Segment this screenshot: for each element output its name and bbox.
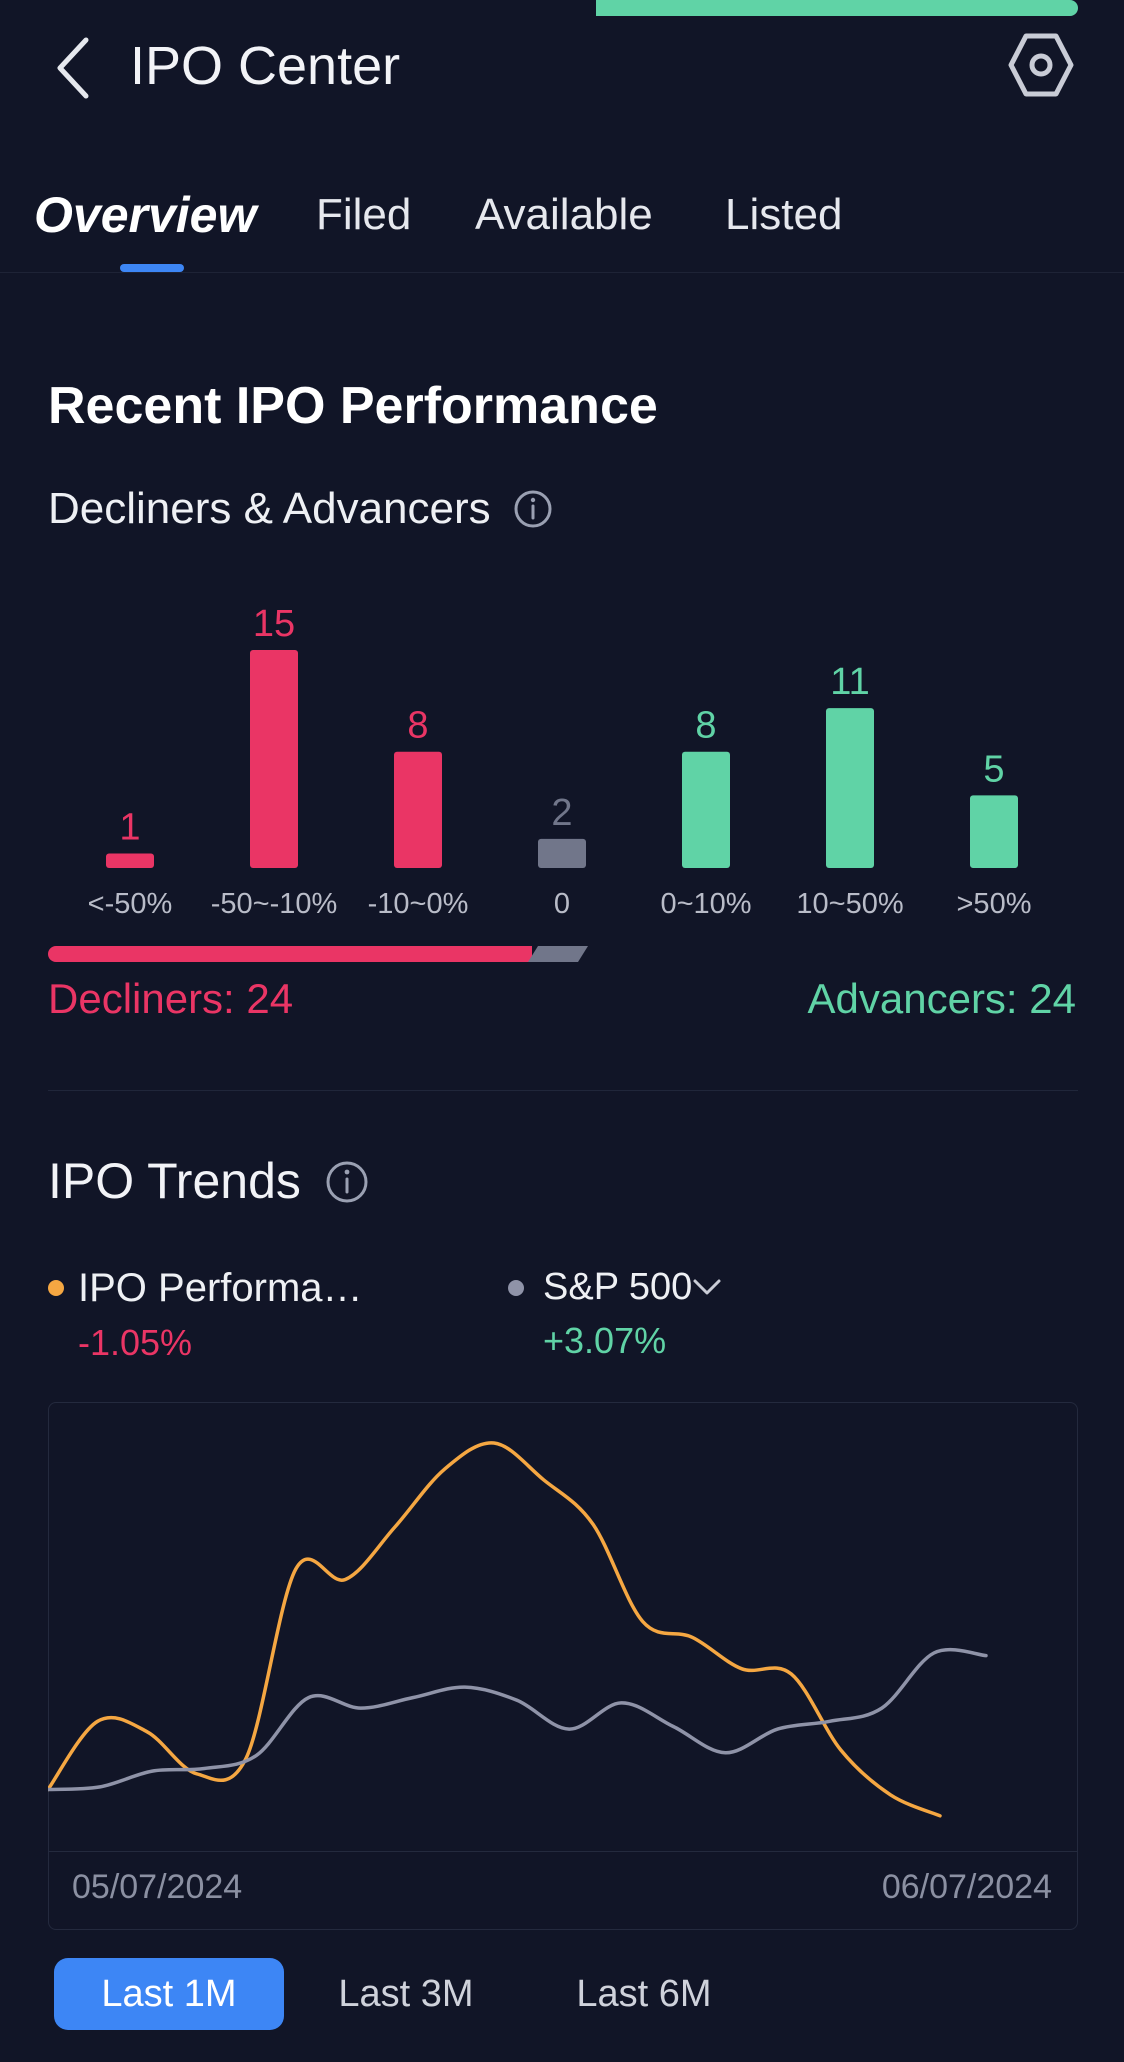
trend-line-ipo-performance bbox=[48, 1441, 942, 1818]
flat-summary-bar bbox=[528, 946, 588, 962]
benchmark-selector[interactable]: S&P 500 bbox=[543, 1266, 693, 1308]
section-title-performance: Recent IPO Performance bbox=[48, 377, 658, 435]
bar-0 bbox=[106, 853, 154, 868]
end-date-label: 06/07/2024 bbox=[881, 1868, 1052, 1906]
sp500-legend-dot bbox=[508, 1280, 524, 1296]
bar-category-label: 0 bbox=[554, 888, 570, 920]
bar-value-label: 11 bbox=[830, 661, 869, 703]
bar-4 bbox=[682, 751, 730, 868]
bar-category-label: -50~-10% bbox=[211, 888, 338, 920]
tab-listed[interactable]: Listed bbox=[725, 190, 843, 239]
decliners-advancers-chart: 1 <-50% 15 -50~-10% 8 -10~0% 2 0 8 0~10% 11 10~50% 5… bbox=[88, 603, 1032, 920]
trends-title: IPO Trends bbox=[48, 1153, 301, 1209]
section-divider bbox=[48, 1090, 1078, 1091]
advancers-summary-bar bbox=[596, 0, 1078, 16]
sp500-change: +3.07% bbox=[543, 1320, 667, 1361]
page-title: IPO Center bbox=[130, 36, 401, 96]
section-title-trends: IPO Trends bbox=[48, 1152, 369, 1210]
chevron-down-icon[interactable] bbox=[692, 1276, 722, 1298]
bar-value-label: 15 bbox=[253, 603, 295, 645]
bar-2 bbox=[394, 751, 442, 868]
bar-5 bbox=[826, 708, 874, 868]
bar-category-label: -10~0% bbox=[368, 888, 469, 920]
bar-value-label: 8 bbox=[407, 705, 428, 747]
bar-1 bbox=[250, 650, 298, 868]
trend-x-axis bbox=[49, 1851, 1077, 1852]
ipo-performance-change: -1.05% bbox=[78, 1322, 193, 1363]
settings-icon[interactable] bbox=[1006, 30, 1076, 100]
ipo-performance-legend-label: IPO Performa… bbox=[78, 1266, 363, 1310]
ipo-performance-legend-dot bbox=[48, 1280, 64, 1296]
start-date-label: 05/07/2024 bbox=[72, 1868, 243, 1906]
bar-6 bbox=[970, 795, 1018, 868]
bar-category-label: >50% bbox=[957, 888, 1032, 920]
bar-category-label: <-50% bbox=[88, 888, 173, 920]
range-last-1m-button[interactable]: Last 1M bbox=[54, 1958, 284, 2030]
tab-filed[interactable]: Filed bbox=[316, 190, 412, 239]
info-icon[interactable] bbox=[513, 489, 553, 529]
range-last-3m-button[interactable]: Last 3M bbox=[338, 1972, 474, 2015]
trend-line-sp500 bbox=[48, 1647, 988, 1792]
advancers-count: Advancers: 24 bbox=[807, 975, 1077, 1022]
decliners-advancers-heading: Decliners & Advancers bbox=[48, 484, 553, 534]
decliners-advancers-title: Decliners & Advancers bbox=[48, 484, 491, 533]
tab-overview[interactable]: Overview bbox=[34, 187, 257, 243]
bar-3 bbox=[538, 838, 586, 868]
range-last-6m-button[interactable]: Last 6M bbox=[576, 1972, 712, 2015]
bar-category-label: 10~50% bbox=[796, 888, 903, 920]
tab-bar: Overview Filed Available Listed bbox=[0, 180, 1124, 273]
bar-value-label: 1 bbox=[119, 806, 140, 848]
trend-chart-frame bbox=[48, 1402, 1078, 1930]
bar-value-label: 8 bbox=[695, 705, 716, 747]
active-tab-indicator bbox=[120, 264, 184, 272]
bar-value-label: 2 bbox=[551, 792, 572, 834]
back-arrow-icon[interactable] bbox=[48, 32, 98, 104]
ipo-trend-chart[interactable] bbox=[48, 1402, 1078, 1850]
decliners-count: Decliners: 24 bbox=[48, 975, 294, 1022]
info-icon[interactable] bbox=[325, 1160, 369, 1204]
bar-category-label: 0~10% bbox=[660, 888, 751, 920]
bar-value-label: 5 bbox=[983, 748, 1004, 790]
tab-available[interactable]: Available bbox=[475, 190, 653, 239]
decliners-summary-bar bbox=[48, 946, 532, 962]
